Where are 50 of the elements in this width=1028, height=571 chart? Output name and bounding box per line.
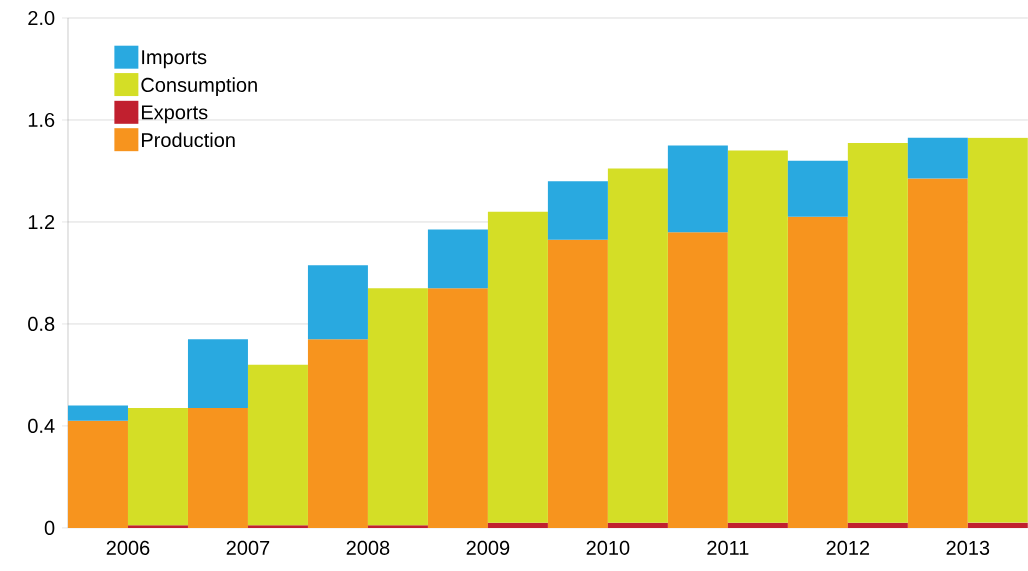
legend-label: Imports — [142, 50, 207, 69]
x-tick-label: 2013 — [946, 540, 990, 555]
x-tick-label: 2007 — [226, 540, 270, 555]
y-tick-label: 0.4 — [28, 418, 55, 434]
bar — [727, 522, 788, 528]
bar — [307, 265, 368, 340]
bar — [727, 150, 788, 523]
legend-label: Consumption — [141, 77, 257, 97]
bar — [787, 216, 848, 528]
x-tick-label: 2009 — [466, 540, 510, 555]
bar — [847, 142, 908, 523]
bar — [487, 211, 548, 523]
bar — [127, 408, 188, 526]
legend-label: Production — [142, 132, 235, 148]
bar — [367, 288, 428, 526]
bar — [907, 137, 968, 179]
x-tick-label: 2012 — [826, 540, 870, 555]
bar — [607, 168, 668, 523]
y-tick-label: 0 — [44, 520, 55, 536]
legend-label: Exports — [142, 105, 208, 124]
bar — [547, 181, 608, 240]
y-tick-label: 1.2 — [28, 215, 55, 229]
x-tick-label: 2008 — [346, 540, 390, 555]
x-tick-label: 2006 — [106, 540, 150, 555]
bar — [247, 364, 308, 526]
bar — [487, 522, 548, 528]
bar — [247, 525, 308, 528]
bar — [907, 178, 968, 528]
bar — [67, 420, 128, 528]
bar — [607, 522, 668, 528]
bar — [67, 405, 128, 421]
x-tick-label: 2011 — [707, 540, 749, 555]
bar — [127, 525, 188, 528]
bar — [847, 522, 908, 528]
bar — [427, 288, 488, 528]
bar — [967, 137, 1028, 523]
bar — [307, 339, 368, 528]
bar — [787, 160, 848, 217]
y-tick-label: 2.0 — [28, 10, 55, 26]
bar — [967, 522, 1028, 528]
bar — [547, 239, 608, 528]
bar — [187, 408, 248, 528]
x-tick-label: 2010 — [586, 540, 630, 555]
bar — [427, 229, 488, 289]
bar — [667, 232, 728, 528]
bar — [667, 145, 728, 233]
bar — [367, 525, 428, 528]
y-tick-label: 1.6 — [28, 112, 55, 128]
y-tick-label: 0.8 — [28, 316, 55, 332]
bar — [187, 339, 248, 409]
